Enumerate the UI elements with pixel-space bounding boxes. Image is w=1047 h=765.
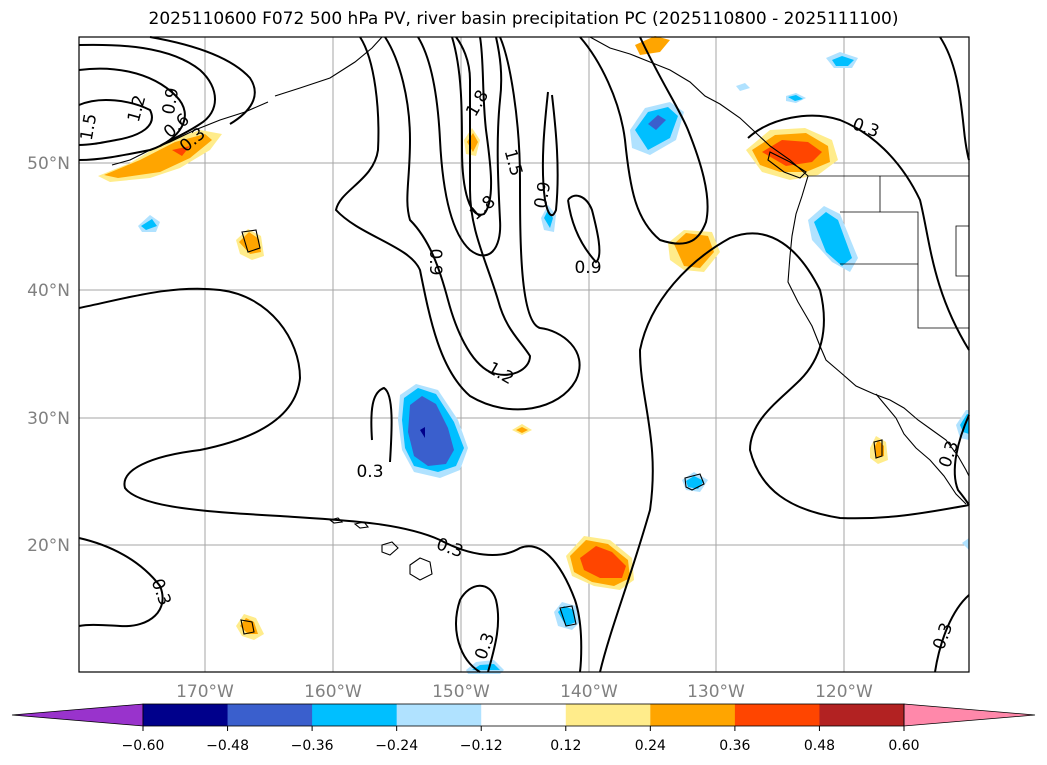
lon-label: 120°W xyxy=(815,682,873,702)
contour-label: 0.9 xyxy=(425,248,445,275)
colorbar-tick-label: 0.48 xyxy=(804,738,835,754)
coastlines xyxy=(111,36,970,635)
map-frame xyxy=(78,36,970,673)
colorbar-tick-label: −0.36 xyxy=(291,738,334,754)
colorbar-cell xyxy=(565,704,651,726)
pv-contours xyxy=(78,36,970,673)
lon-label: 160°W xyxy=(304,682,362,702)
colorbar-tick-label: −0.48 xyxy=(206,738,249,754)
contour-label: 0.3 xyxy=(356,462,383,482)
colorbar-tick-label: −0.12 xyxy=(460,738,503,754)
colorbar-cell xyxy=(312,704,398,726)
colorbar-cell xyxy=(396,704,482,726)
lon-label: 170°W xyxy=(176,682,234,702)
colorbar-cell xyxy=(819,704,905,726)
colorbar-cell xyxy=(650,704,736,726)
colorbar-tick-label: 0.60 xyxy=(888,738,919,754)
map-title: 2025110600 F072 500 hPa PV, river basin … xyxy=(148,9,899,29)
colorbar-tick-label: 0.12 xyxy=(550,738,581,754)
lat-axis: 50°N 40°N 30°N 20°N xyxy=(27,154,70,556)
lat-label: 30°N xyxy=(27,409,70,429)
lat-label: 40°N xyxy=(27,281,70,301)
colorbar-cell xyxy=(734,704,820,726)
colorbar-cells xyxy=(143,704,905,726)
lat-label: 20°N xyxy=(27,536,70,556)
contour-label: 0.9 xyxy=(574,258,601,278)
contour-label: 1.5 xyxy=(77,112,101,142)
colorbar-ticks: −0.60 −0.48 −0.36 −0.24 −0.12 0.12 0.24 0.36 0.4… xyxy=(122,726,920,754)
colorbar-extend-high xyxy=(903,703,1036,727)
colorbar-cell xyxy=(143,704,229,726)
colorbar-tick-label: 0.24 xyxy=(635,738,666,754)
lat-label: 50°N xyxy=(27,154,70,174)
lon-label: 140°W xyxy=(560,682,618,702)
map-background xyxy=(79,37,969,672)
contour-label: 0.9 xyxy=(531,180,555,210)
colorbar-cell xyxy=(227,704,313,726)
colorbar-tick-label: 0.36 xyxy=(719,738,750,754)
colorbar-tick-label: −0.60 xyxy=(122,738,165,754)
colorbar-cell xyxy=(481,704,567,726)
lon-label: 130°W xyxy=(687,682,745,702)
lon-label: 150°W xyxy=(432,682,490,702)
colorbar-tick-label: −0.24 xyxy=(375,738,418,754)
contour-label: 0.9 xyxy=(159,86,183,116)
colorbar-extend-low xyxy=(11,703,144,727)
lon-axis: 170°W 160°W 150°W 140°W 130°W 120°W xyxy=(176,682,873,702)
colorbar: −0.60 −0.48 −0.36 −0.24 −0.12 0.12 0.24 0.36 0.4… xyxy=(11,703,1036,754)
